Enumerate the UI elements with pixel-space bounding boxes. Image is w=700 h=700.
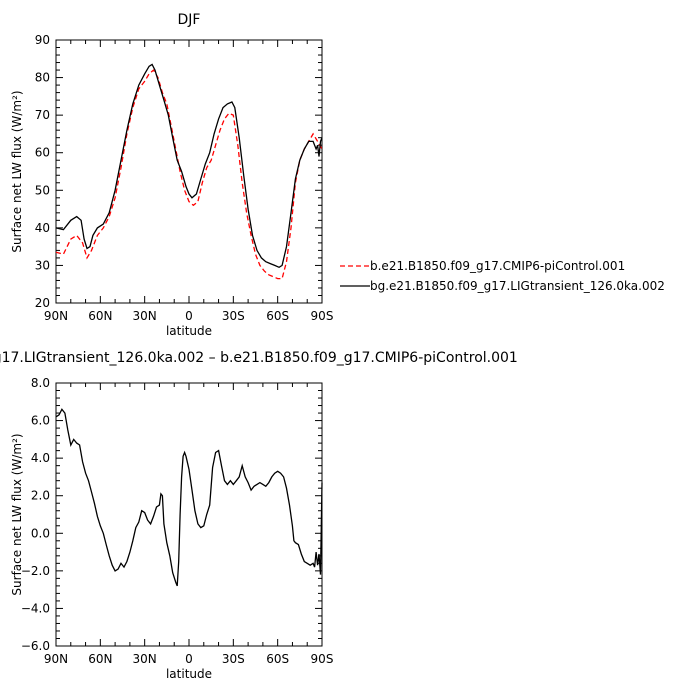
panel2-y-axis-label: Surface net LW flux (W/m²) xyxy=(10,433,24,595)
panel1-y-tick-label: 90 xyxy=(35,33,50,47)
panel1-x-axis-label: latitude xyxy=(166,324,212,338)
panel1-y-tick-label: 40 xyxy=(35,221,50,235)
panel2-y-tick-label: −6.0 xyxy=(21,639,50,653)
panel2-y-tick-label: 0.0 xyxy=(31,526,50,540)
panel1-x-tick-label: 60S xyxy=(266,309,289,323)
panel1-y-tick-label: 80 xyxy=(35,71,50,85)
panel1-x-tick-label: 0 xyxy=(185,309,193,323)
panel2-y-tick-label: −2.0 xyxy=(21,564,50,578)
panel1-x-tick-label: 30N xyxy=(133,309,157,323)
panel2-x-axis-label: latitude xyxy=(166,667,212,681)
panel2-x-tick-label: 60N xyxy=(88,652,112,666)
panel2-y-tick-label: 8.0 xyxy=(31,376,50,390)
panel1-y-tick-label: 70 xyxy=(35,108,50,122)
panel2-x-tick-label: 30N xyxy=(133,652,157,666)
panel1-y-tick-label: 20 xyxy=(35,296,50,310)
panel2-y-tick-label: 6.0 xyxy=(31,414,50,428)
panel1-y-tick-label: 60 xyxy=(35,146,50,160)
panel2-x-tick-label: 0 xyxy=(185,652,193,666)
panel2-series-1-line xyxy=(55,408,323,587)
panel1-y-tick-label: 50 xyxy=(35,183,50,197)
panel1-x-tick-label: 90S xyxy=(311,309,334,323)
panel1-series-2-line xyxy=(55,63,323,269)
panel2-x-tick-label: 90N xyxy=(44,652,68,666)
panel2-x-tick-label: 90S xyxy=(311,652,334,666)
panel2-x-tick-label: 30S xyxy=(222,652,245,666)
panel2-plot-frame xyxy=(55,382,323,647)
panel1-x-tick-label: 60N xyxy=(88,309,112,323)
panel1-x-tick-label: 30S xyxy=(222,309,245,323)
legend-label-2: bg.e21.B1850.f09_g17.LIGtransient_126.0k… xyxy=(370,279,665,293)
panel1-y-tick-label: 30 xyxy=(35,258,50,272)
panel1-y-axis-label: Surface net LW flux (W/m²) xyxy=(10,90,24,252)
panel1-series-1-line xyxy=(55,69,323,280)
panel2-title: bg.e21.B1850.f09_g17.LIGtransient_126.0k… xyxy=(0,350,518,366)
panel2-x-tick-label: 60S xyxy=(266,652,289,666)
panel2-y-tick-label: 4.0 xyxy=(31,451,50,465)
panel1-x-tick-label: 90N xyxy=(44,309,68,323)
panel1-title: DJF xyxy=(178,12,201,28)
legend-label-1: b.e21.B1850.f09_g17.CMIP6-piControl.001 xyxy=(370,259,625,273)
panel2-y-tick-label: −4.0 xyxy=(21,601,50,615)
panel2-y-tick-label: 2.0 xyxy=(31,489,50,503)
